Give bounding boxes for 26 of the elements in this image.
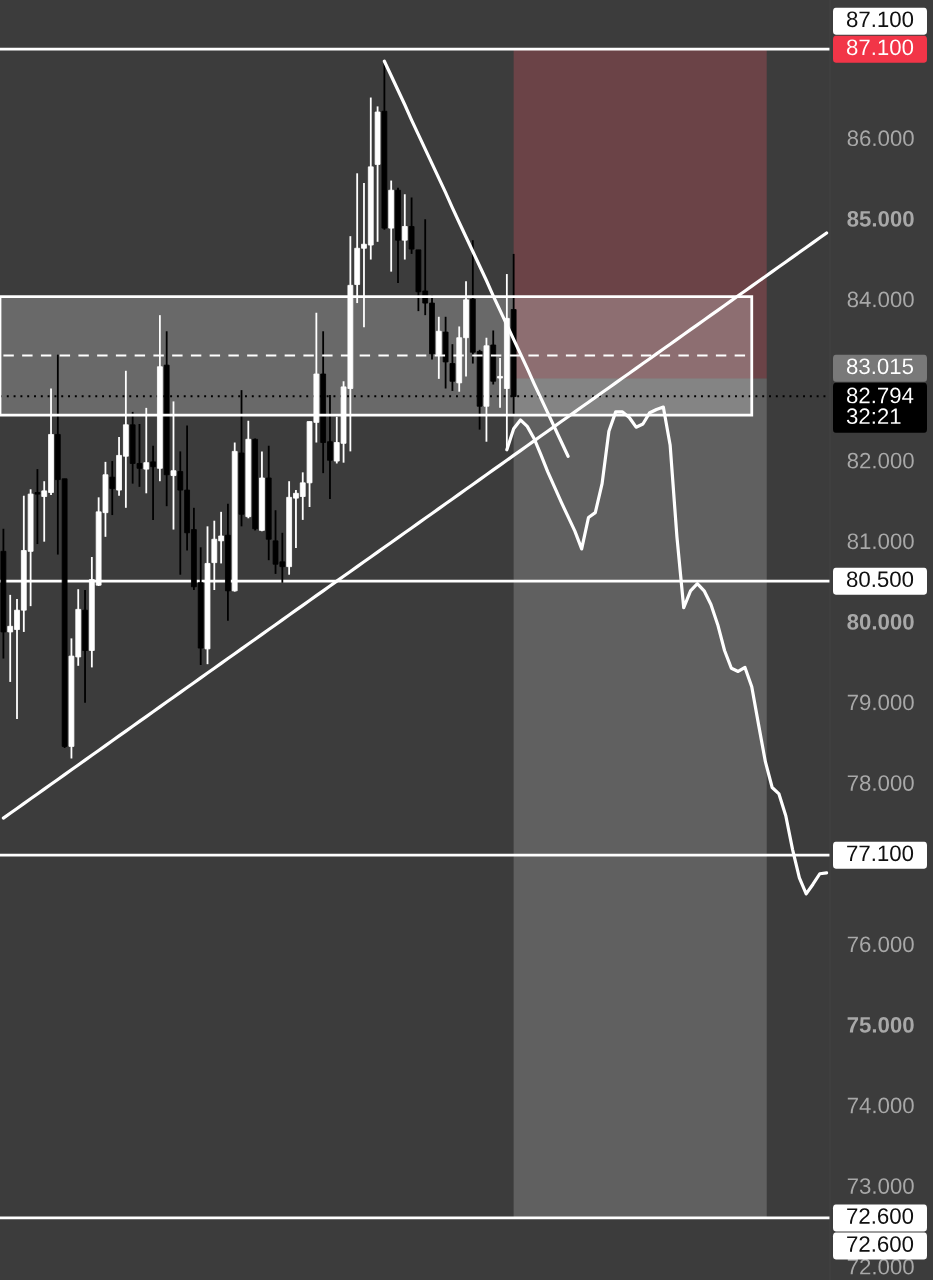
y-tick-label: 73.000 [847, 1178, 914, 1194]
y-tick-label: 81.000 [847, 533, 914, 550]
ref-line-label: 82.794 32:21 [846, 387, 914, 425]
y-tick-label: 86.000 [847, 130, 914, 147]
y-tick-label: 72.000 [847, 1258, 914, 1275]
y-tick-label: 79.000 [847, 694, 914, 711]
text: 87.100 [846, 39, 914, 56]
text: 83.015 [846, 358, 914, 375]
candlestick [449, 343, 456, 392]
y-tick-label: 78.000 [847, 775, 914, 791]
ref-line-label: 80.500 [846, 571, 914, 588]
ref-line-label: 77.100 [847, 845, 914, 862]
y-tick-label: 82.000 [847, 452, 914, 469]
text: 72.600 [847, 1236, 914, 1252]
y-tick-label: 76.000 [847, 936, 914, 953]
y-tick-label: 75.000 [847, 1017, 914, 1033]
ref-line-label: 72.600 [847, 1208, 914, 1224]
candlestick [150, 444, 156, 521]
candlestick [34, 468, 41, 545]
candlestick [109, 460, 116, 516]
candlestick [401, 193, 408, 261]
y-tick-label: 85.000 [847, 210, 914, 227]
y-tick-label: 84.000 [847, 291, 914, 308]
y-tick-label: 80.000 [847, 614, 914, 630]
ref-line-label: 87.100 [846, 11, 914, 28]
y-tick-label: 74.000 [847, 1097, 914, 1114]
